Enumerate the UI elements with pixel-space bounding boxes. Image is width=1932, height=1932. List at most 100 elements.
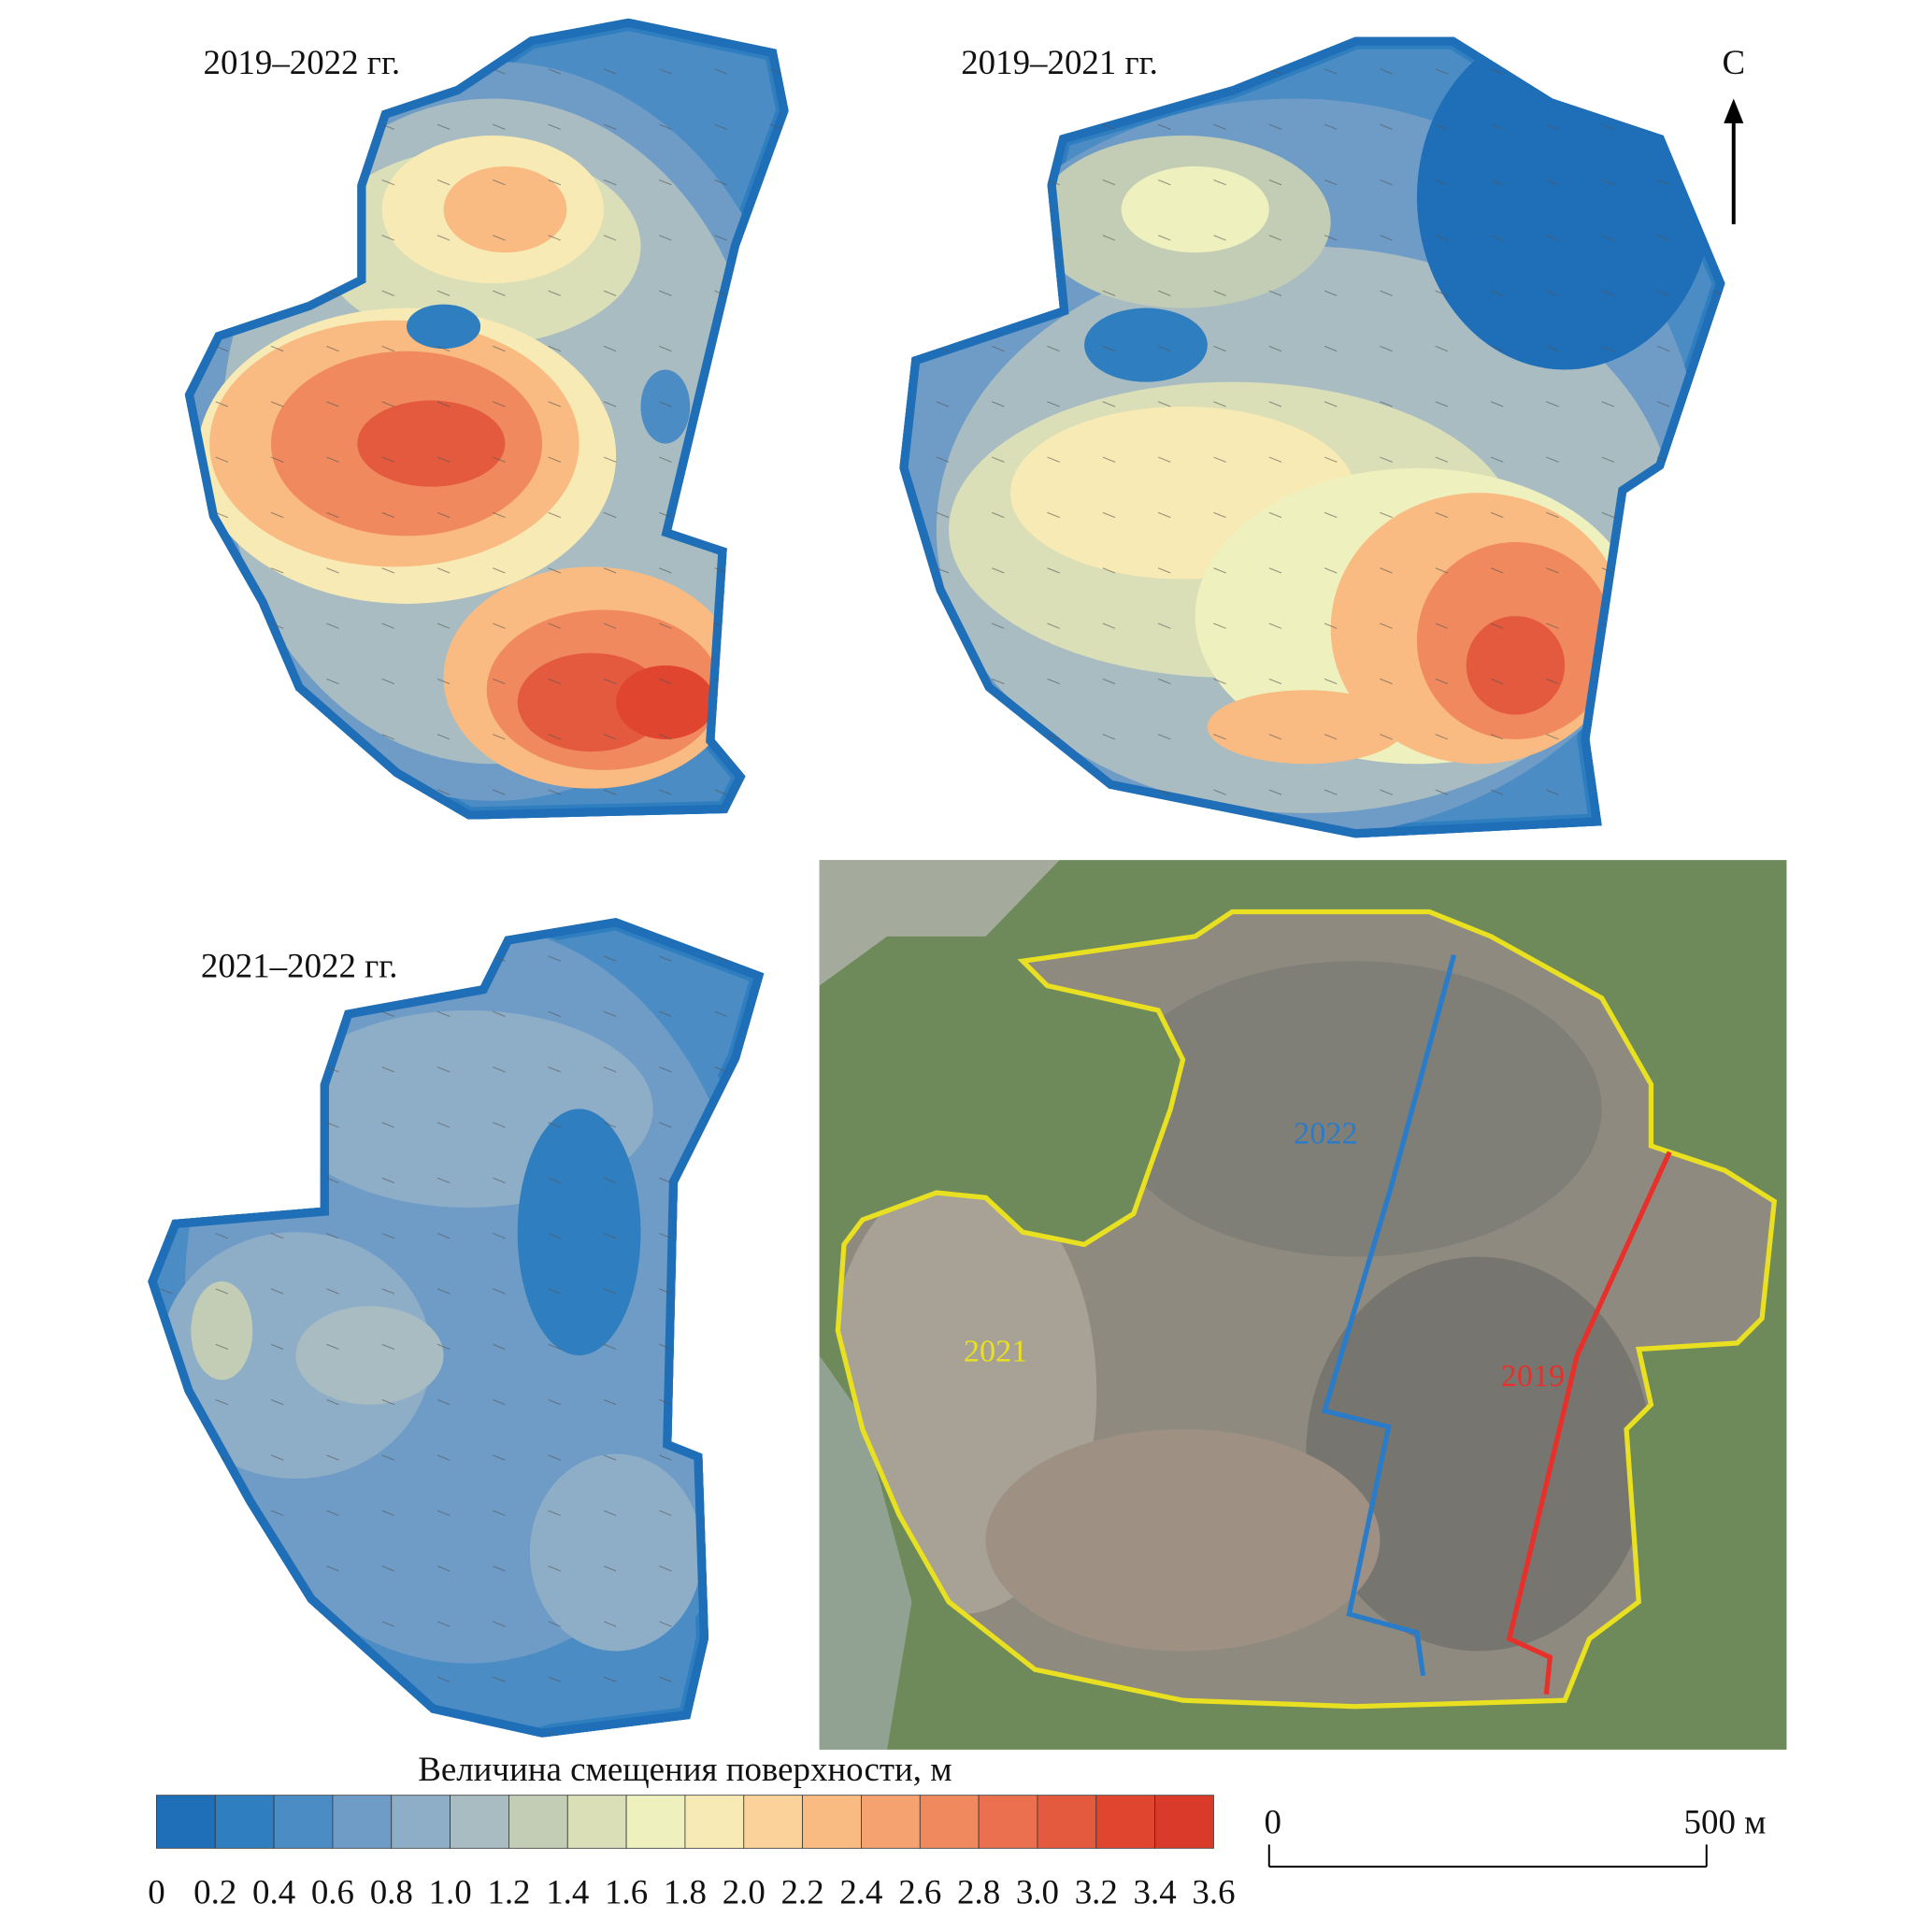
vector-arrow (1712, 734, 1725, 740)
vector-arrow (937, 623, 949, 628)
vector-arrow (1324, 845, 1337, 850)
vector-arrow (160, 1677, 172, 1682)
vector-arrow (936, 456, 950, 463)
vector-arrow (271, 735, 283, 739)
vector-arrow (659, 1122, 672, 1128)
vector-arrow (548, 623, 561, 629)
vector-arrow (825, 457, 837, 462)
vector-arrow (1048, 790, 1060, 794)
vector-arrow (825, 346, 837, 351)
vector-arrow (936, 567, 950, 574)
vector-arrow (270, 678, 284, 685)
vector-arrow (1324, 567, 1338, 574)
vector-arrow (271, 845, 283, 850)
legend-tick-label: 3.4 (1134, 1873, 1177, 1911)
vector-arrow (825, 679, 837, 683)
vector-arrow (381, 123, 395, 130)
vector-arrow (936, 123, 950, 130)
vector-arrow (271, 124, 283, 129)
photo-panel: 2022 2021 2019 (819, 860, 1787, 1750)
vector-arrow (1546, 845, 1558, 850)
vector-arrow (326, 845, 338, 850)
vector-arrow (770, 790, 782, 794)
vector-arrow (160, 291, 172, 295)
vector-arrow (160, 1622, 172, 1626)
vector-arrow (1490, 456, 1504, 463)
vector-arrow (937, 291, 949, 295)
vector-arrow (714, 179, 727, 186)
vector-arrow (1102, 511, 1116, 519)
legend-tick-label: 0.8 (370, 1873, 413, 1911)
vector-arrow (1324, 845, 1337, 850)
vector-arrow (549, 901, 561, 906)
vector-arrow (604, 901, 616, 906)
vector-arrow (825, 291, 837, 295)
vector-arrow (493, 1343, 506, 1350)
vector-arrow (770, 1123, 782, 1127)
label-2022: 2022 (1294, 1115, 1358, 1151)
legend-tick-label: 0.2 (193, 1873, 236, 1911)
vector-arrow (381, 623, 395, 629)
vector-arrow (215, 1122, 229, 1128)
vector-arrow (715, 1234, 727, 1238)
vector-arrow (770, 179, 782, 184)
vector-arrow (991, 123, 1005, 130)
vector-arrow (493, 845, 505, 850)
vector-arrow (493, 734, 506, 740)
vector-arrow (160, 901, 172, 906)
legend-tick-label: 2.0 (723, 1873, 766, 1911)
vector-arrow (1712, 512, 1724, 517)
legend-tick-label: 0.6 (311, 1873, 354, 1911)
vector-arrow (714, 789, 727, 795)
vector-arrow (160, 1510, 173, 1516)
vector-arrow (160, 402, 172, 407)
vector-arrow (271, 236, 283, 240)
vector-arrow (1490, 179, 1504, 186)
vector-arrow (1380, 623, 1393, 629)
vector-arrow (160, 956, 172, 961)
contour-zone (357, 400, 506, 487)
vector-arrow (936, 235, 950, 241)
vector-arrow (216, 236, 228, 240)
vector-arrow (1435, 567, 1449, 574)
vector-arrow (715, 1510, 727, 1515)
vector-arrow (770, 901, 782, 906)
vector-arrow (715, 1400, 727, 1405)
vector-arrow (216, 790, 228, 794)
vector-arrow (1491, 845, 1503, 850)
vector-arrow (270, 1399, 284, 1406)
vector-arrow (770, 291, 782, 295)
legend-swatch (1095, 1795, 1156, 1849)
vector-arrow (326, 789, 339, 795)
vector-arrow (1380, 845, 1392, 850)
vector-arrow (326, 623, 339, 629)
boundary-2021 (835, 909, 1778, 1710)
vector-arrow (326, 124, 338, 129)
vector-arrow (382, 845, 394, 850)
vector-arrow (992, 845, 1004, 850)
vector-arrow (659, 955, 672, 962)
vector-arrow (1657, 735, 1669, 739)
vector-arrow (714, 1343, 727, 1350)
vector-arrow (216, 291, 228, 295)
legend-swatch (214, 1795, 275, 1849)
vector-arrow (271, 845, 283, 850)
vector-arrow (326, 901, 338, 906)
vector-arrow (770, 1178, 782, 1182)
vector-arrow (160, 1123, 172, 1127)
vector-arrow (1324, 845, 1337, 850)
vector-arrow (992, 790, 1004, 794)
vector-arrow (937, 679, 949, 683)
vector-arrow (825, 735, 837, 739)
vector-arrow (548, 1399, 561, 1406)
vector-arrow (160, 568, 172, 573)
vector-arrow (216, 1566, 228, 1570)
vector-arrow (603, 401, 617, 408)
vector-arrow (271, 901, 283, 906)
vector-arrow (659, 235, 672, 241)
contour-zone (191, 1281, 253, 1381)
vector-arrow (881, 623, 894, 628)
vector-arrow (270, 1177, 284, 1183)
vector-arrow (1657, 69, 1669, 74)
